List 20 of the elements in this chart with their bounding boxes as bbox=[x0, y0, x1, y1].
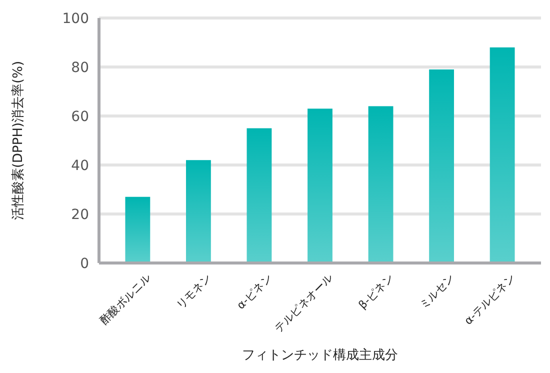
y-tick-label: 60 bbox=[71, 108, 89, 125]
x-tick-label: β-ピネン bbox=[356, 271, 396, 312]
y-tick-label: 100 bbox=[62, 10, 89, 27]
x-tick-label: リモネン bbox=[174, 271, 214, 312]
bar bbox=[125, 196, 150, 263]
bar bbox=[308, 108, 332, 263]
y-tick-label: 0 bbox=[80, 256, 89, 272]
x-tick-label: 酢酸ボルニル bbox=[97, 271, 154, 328]
bar bbox=[186, 160, 211, 263]
x-tick-label: ミルセン bbox=[416, 271, 458, 312]
y-tick-label: 20 bbox=[71, 206, 89, 223]
x-tick-label: α-テルピネン bbox=[462, 271, 518, 328]
x-axis-title: フィトンチッド構成主成分 bbox=[242, 347, 398, 363]
bar bbox=[368, 106, 394, 263]
y-axis-title: 活性酸素(DPPH)消去率(%) bbox=[10, 60, 26, 220]
bar bbox=[490, 47, 515, 263]
bar bbox=[246, 128, 272, 263]
y-tick-label: 40 bbox=[71, 158, 89, 174]
y-tick-label: 80 bbox=[71, 60, 89, 76]
bar bbox=[429, 69, 454, 263]
